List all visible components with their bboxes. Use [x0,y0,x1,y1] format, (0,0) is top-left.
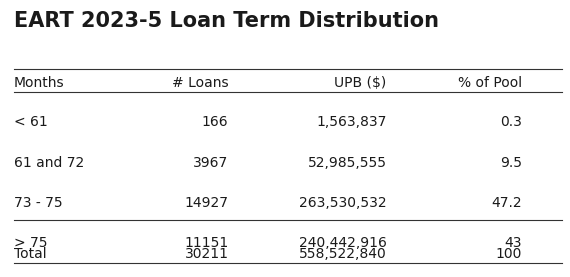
Text: 30211: 30211 [185,247,229,261]
Text: 14927: 14927 [185,196,229,210]
Text: 240,442,916: 240,442,916 [299,236,386,250]
Text: 100: 100 [496,247,522,261]
Text: # Loans: # Loans [172,76,229,90]
Text: 166: 166 [202,116,229,129]
Text: 52,985,555: 52,985,555 [308,156,386,170]
Text: 0.3: 0.3 [500,116,522,129]
Text: 47.2: 47.2 [491,196,522,210]
Text: 558,522,840: 558,522,840 [299,247,386,261]
Text: UPB ($): UPB ($) [335,76,386,90]
Text: Total: Total [14,247,47,261]
Text: 61 and 72: 61 and 72 [14,156,84,170]
Text: 43: 43 [504,236,522,250]
Text: 73 - 75: 73 - 75 [14,196,63,210]
Text: % of Pool: % of Pool [458,76,522,90]
Text: 3967: 3967 [193,156,229,170]
Text: Months: Months [14,76,64,90]
Text: 9.5: 9.5 [500,156,522,170]
Text: 11151: 11151 [184,236,229,250]
Text: < 61: < 61 [14,116,48,129]
Text: 1,563,837: 1,563,837 [316,116,386,129]
Text: 263,530,532: 263,530,532 [299,196,386,210]
Text: > 75: > 75 [14,236,47,250]
Text: EART 2023-5 Loan Term Distribution: EART 2023-5 Loan Term Distribution [14,11,439,31]
